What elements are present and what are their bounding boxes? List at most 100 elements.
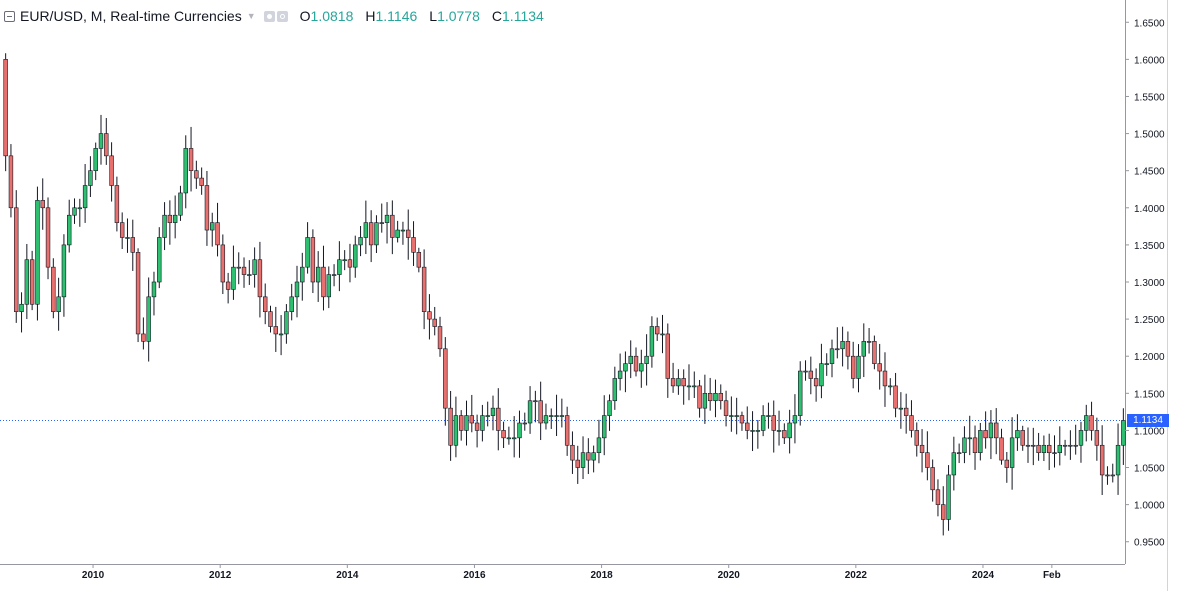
candle <box>1036 432 1041 461</box>
candle-body <box>1041 444 1047 453</box>
candle-body <box>310 237 316 283</box>
candle <box>172 195 178 239</box>
candle <box>231 245 236 300</box>
candle <box>490 395 496 431</box>
candle-body <box>729 415 734 417</box>
candle <box>236 252 241 285</box>
candle <box>729 396 734 432</box>
candle-body <box>877 363 882 372</box>
collapse-legend-icon[interactable] <box>4 10 15 22</box>
candle <box>1073 424 1078 455</box>
time-axis[interactable]: 2010 2012 2014 2016 2018 2020 2022 2024 Feb <box>82 564 1061 581</box>
candle-body <box>983 430 988 439</box>
candle-body <box>485 415 490 417</box>
candle-body <box>268 311 273 327</box>
candle <box>496 388 501 451</box>
candle-body <box>284 311 289 335</box>
candle <box>443 337 448 426</box>
candle <box>1004 451 1010 483</box>
candle-body <box>713 393 718 402</box>
candle <box>416 247 422 273</box>
candle-body <box>411 237 416 253</box>
candle <box>988 410 994 460</box>
candle-body <box>257 259 263 298</box>
candle-body <box>353 244 358 268</box>
candle <box>125 218 130 253</box>
candle-body <box>935 489 941 505</box>
candle-body <box>850 355 856 379</box>
candle-body <box>480 415 485 431</box>
candle-body <box>157 237 162 283</box>
series-legend[interactable]: EUR/USD, M, Real-time Currencies ▼ O1.08… <box>4 6 544 26</box>
candle <box>485 401 490 427</box>
candle <box>1105 466 1110 485</box>
candle <box>787 409 792 454</box>
candle <box>337 241 342 292</box>
candle-body <box>882 370 888 387</box>
price-tick-label: 1.5500 <box>1134 92 1165 103</box>
candle <box>527 386 533 434</box>
candle <box>808 356 814 395</box>
candle-body <box>1031 444 1036 447</box>
candle-body <box>204 185 210 231</box>
candle <box>501 421 506 448</box>
candle <box>978 422 983 461</box>
candle <box>374 215 379 254</box>
candle <box>522 412 527 431</box>
candle <box>432 306 437 336</box>
candle-body <box>384 214 390 223</box>
candle <box>358 226 363 257</box>
gear-icon[interactable] <box>276 10 288 22</box>
candle-body <box>14 207 19 312</box>
candle-body <box>1052 452 1057 454</box>
ohlc-open: O1.0818 <box>299 8 354 24</box>
candle-body <box>723 400 729 416</box>
candle-body <box>8 155 14 209</box>
candle-body <box>925 452 930 468</box>
candle-body <box>739 415 745 424</box>
eye-icon[interactable] <box>263 10 275 22</box>
candle <box>813 368 819 402</box>
time-tick-label: 2010 <box>82 570 105 581</box>
candle-body <box>199 177 204 186</box>
chevron-down-icon[interactable]: ▼ <box>246 11 256 21</box>
candle <box>951 436 957 491</box>
candle-body <box>464 415 469 431</box>
candle <box>464 400 469 446</box>
candle-body <box>903 407 909 416</box>
candle <box>914 422 919 457</box>
candle-body <box>3 59 8 157</box>
ohlc-high: H1.1146 <box>365 8 418 24</box>
candle <box>707 377 713 411</box>
candle <box>559 398 565 428</box>
candle-body <box>114 185 120 223</box>
candle-body <box>294 281 300 298</box>
price-axis[interactable]: 1.6500 1.6000 1.5500 1.5000 1.4500 1.4000 1.35… <box>1125 18 1165 549</box>
candle <box>268 305 273 333</box>
candle-body <box>1025 444 1031 447</box>
candle-body <box>988 422 994 439</box>
candle <box>331 264 337 287</box>
candle <box>178 185 183 221</box>
candle <box>654 317 660 341</box>
candle <box>734 397 739 435</box>
candle-body <box>782 430 787 439</box>
candle-body <box>707 393 713 402</box>
candle-body <box>443 348 448 409</box>
candle <box>384 202 390 244</box>
candle-body <box>776 430 782 432</box>
candle-body <box>750 430 755 432</box>
ohlc-values: O1.0818 H1.1146 L1.0778 C1.1134 <box>300 8 544 24</box>
candle <box>1115 423 1121 495</box>
candle <box>819 343 824 399</box>
candle-body <box>342 259 347 262</box>
candle-body <box>755 430 761 432</box>
candle <box>241 257 247 288</box>
candle <box>925 431 930 481</box>
candle-body <box>813 378 819 387</box>
candle-body <box>337 259 342 275</box>
candle-body <box>564 415 570 446</box>
candle <box>972 425 978 470</box>
